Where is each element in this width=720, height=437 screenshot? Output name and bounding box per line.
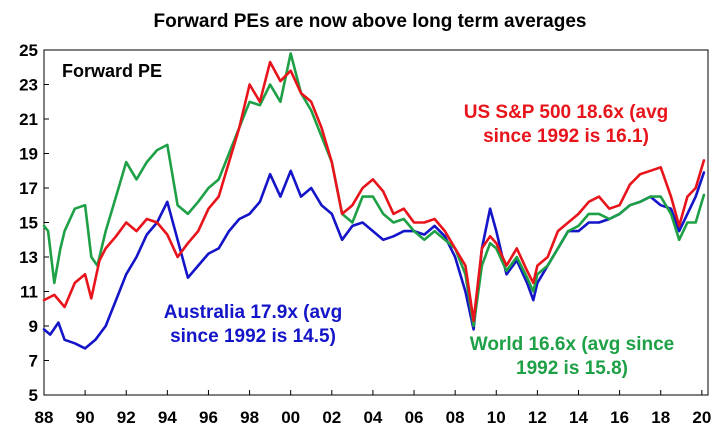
series-annotation-us-sp500: US S&P 500 18.6x (avg (464, 102, 669, 123)
y-tick-label: 21 (19, 110, 38, 129)
x-tick-label: 20 (692, 408, 711, 427)
y-tick-label: 25 (19, 41, 38, 60)
series-annotations: US S&P 500 18.6x (avg since 1992 is 16.1)… (164, 102, 675, 379)
chart-title: Forward PEs are now above long term aver… (154, 11, 587, 32)
x-tick-label: 88 (35, 408, 54, 427)
y-axis: 5 7 9 11 13 15 17 19 21 23 25 (19, 41, 49, 405)
x-tick-label: 02 (322, 408, 341, 427)
y-tick-label: 11 (20, 283, 38, 302)
x-tick-label: 16 (610, 408, 629, 427)
y-tick-label: 15 (19, 214, 38, 233)
series-line-world (42, 52, 706, 328)
x-tick-label: 94 (158, 408, 177, 427)
x-tick-label: 14 (569, 408, 588, 427)
series-annotation-australia: since 1992 is 14.5) (170, 326, 336, 347)
y-tick-label: 7 (29, 352, 38, 371)
x-tick-label: 92 (117, 408, 136, 427)
x-tick-label: 12 (528, 408, 547, 427)
x-tick-label: 90 (76, 408, 95, 427)
x-tick-label: 96 (199, 408, 218, 427)
x-tick-label: 00 (281, 408, 300, 427)
x-tick-label: 06 (405, 408, 424, 427)
x-axis: 88 90 92 94 96 98 00 02 04 06 08 10 12 14 16 18 20 (35, 390, 711, 427)
x-tick-label: 10 (487, 408, 506, 427)
y-tick-label: 23 (19, 76, 38, 95)
series-annotation-australia: Australia 17.9x (avg (164, 302, 342, 323)
x-tick-label: 08 (446, 408, 465, 427)
x-tick-label: 04 (363, 408, 382, 427)
series-lines (42, 52, 706, 350)
series-line-us-sp500 (42, 60, 706, 323)
y-tick-label: 19 (19, 145, 38, 164)
x-tick-label: 18 (651, 408, 670, 427)
x-tick-label: 98 (240, 408, 259, 427)
y-tick-label: 13 (19, 248, 38, 267)
series-annotation-us-sp500: since 1992 is 16.1) (483, 126, 649, 147)
series-annotation-world: 1992 is 15.8) (516, 358, 628, 379)
y-tick-label: 5 (29, 386, 38, 405)
series-annotation-world: World 16.6x (avg since (470, 334, 675, 355)
y-tick-label: 17 (19, 179, 38, 198)
y-axis-label: Forward PE (62, 61, 162, 81)
series-line-australia (42, 169, 706, 350)
y-tick-label: 9 (29, 317, 38, 336)
